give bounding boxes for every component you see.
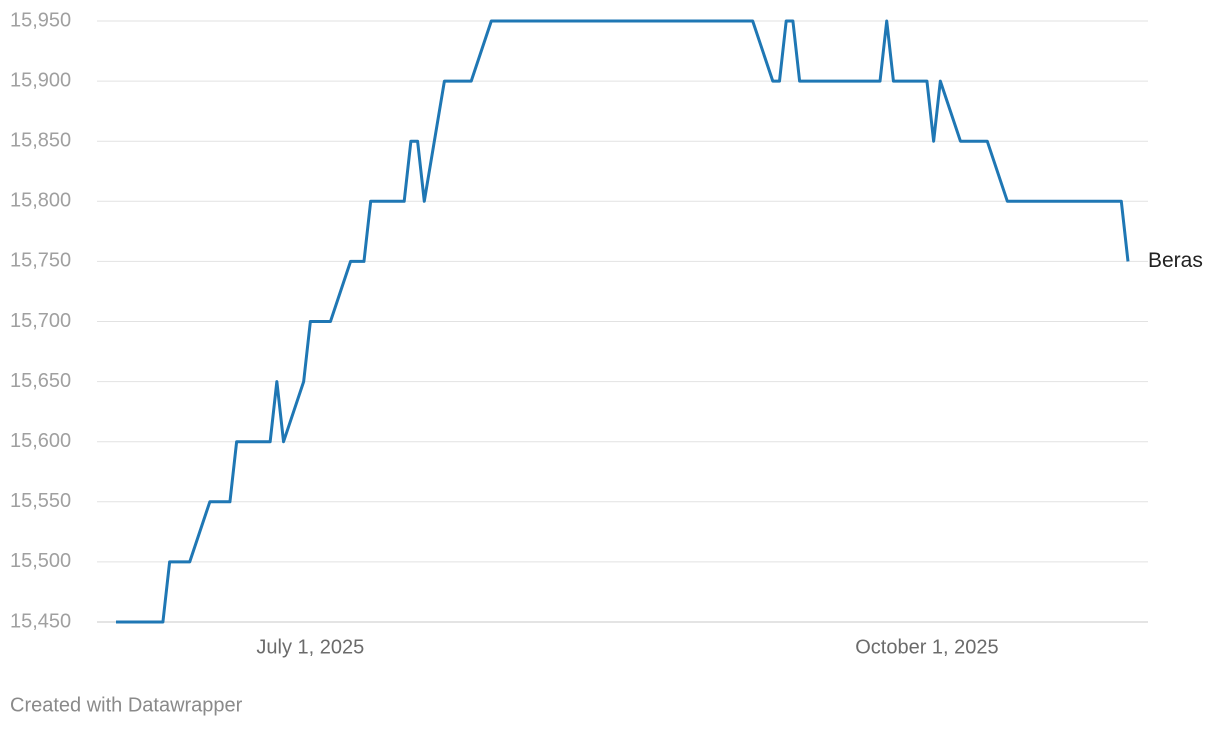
series-line xyxy=(116,19,1130,624)
y-tick-label: 15,850 xyxy=(10,129,71,151)
y-tick-label: 15,900 xyxy=(10,69,71,91)
y-tick-label: 15,450 xyxy=(10,610,71,632)
y-tick-label: 15,800 xyxy=(10,190,71,212)
x-tick-label: July 1, 2025 xyxy=(256,636,364,658)
y-tick-label: 15,950 xyxy=(10,9,71,31)
series-label: Beras xyxy=(1148,249,1203,272)
y-tick-label: 15,500 xyxy=(10,550,71,572)
y-tick-label: 15,750 xyxy=(10,250,71,272)
y-tick-label: 15,650 xyxy=(10,370,71,392)
y-tick-label: 15,600 xyxy=(10,430,71,452)
x-tick-label: October 1, 2025 xyxy=(855,636,998,658)
y-tick-label: 15,700 xyxy=(10,310,71,332)
y-tick-label: 15,550 xyxy=(10,490,71,512)
footer: Created with Datawrapper xyxy=(10,694,243,716)
